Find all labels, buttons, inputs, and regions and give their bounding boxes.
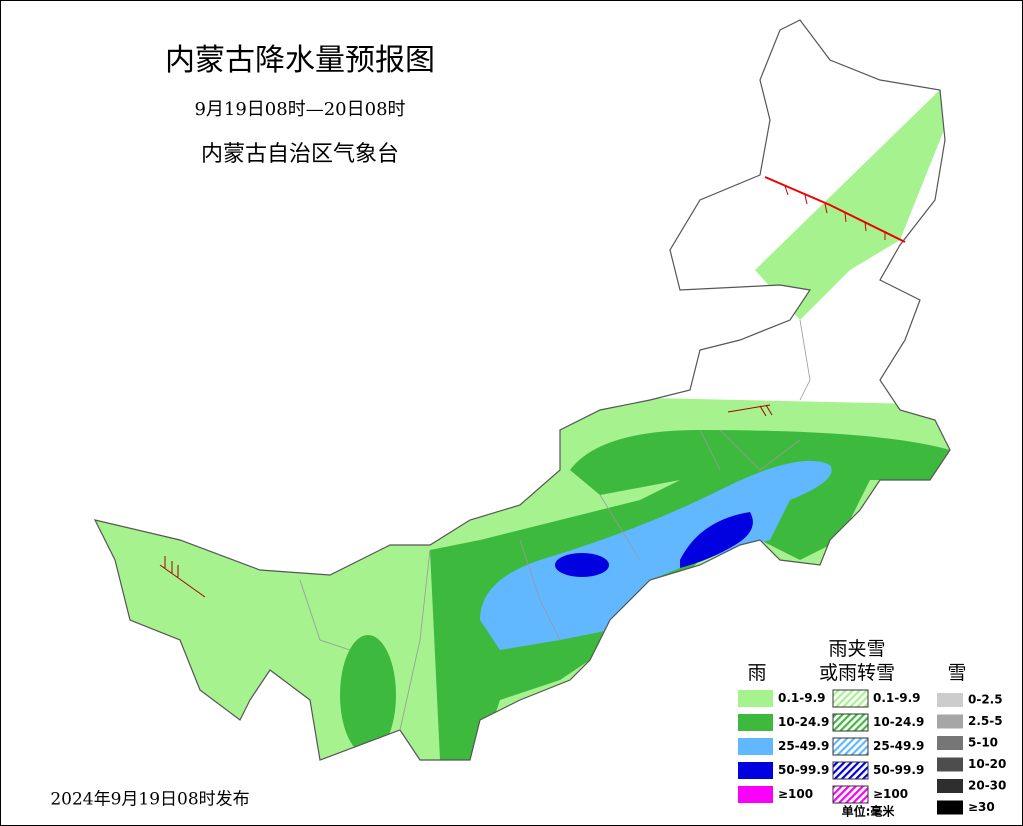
area-heavy-rain xyxy=(480,460,832,650)
legend-label: 20-30 xyxy=(968,779,1006,793)
legend-label: 25-49.9 xyxy=(873,739,924,753)
legend-label: 50-99.9 xyxy=(778,763,829,777)
area-moderate-rain xyxy=(430,430,950,760)
legend-swatch xyxy=(832,785,869,804)
legend-label: 10-24.9 xyxy=(778,715,829,729)
legend-label: ≥30 xyxy=(968,800,995,814)
legend-swatch xyxy=(738,762,773,779)
area-storm-2 xyxy=(680,512,753,568)
legend-swatch xyxy=(832,737,869,756)
legend: 0.1-9.9 10-24.9 25-49.9 50-99.9 ≥100 0.1-9.9 1… xyxy=(738,689,1006,815)
legend-swatch xyxy=(832,761,869,780)
area-moderate-rain-w xyxy=(340,635,396,755)
area-light-rain-ne xyxy=(755,80,950,320)
legend-title: 雨 xyxy=(747,662,766,684)
legend-label: ≥100 xyxy=(873,787,908,801)
legend-label: ≥100 xyxy=(778,787,813,801)
title: 内蒙古降水量预报图 xyxy=(165,43,435,78)
legend-swatch xyxy=(738,714,773,731)
legend-label: 10-20 xyxy=(968,757,1006,771)
legend-swatch xyxy=(937,800,963,815)
legend-label: 0-2.5 xyxy=(968,693,1003,707)
legend-swatch xyxy=(937,714,963,729)
unit: 单位:毫米 xyxy=(842,804,896,819)
legend-swatch xyxy=(937,779,963,793)
legend-swatch xyxy=(937,736,963,750)
period: 9月19日08时—20日08时 xyxy=(194,99,405,120)
issuer: 内蒙古自治区气象台 xyxy=(201,142,399,167)
area-storm xyxy=(555,553,609,577)
legend-label: 0.1-9.9 xyxy=(778,691,826,705)
legend-swatch xyxy=(738,690,773,707)
legend-label: 25-49.9 xyxy=(778,739,829,753)
legend-label: 10-24.9 xyxy=(873,715,924,729)
legend-swatch xyxy=(738,786,773,803)
legend-label: 5-10 xyxy=(968,736,998,750)
legend-swatch xyxy=(832,689,869,708)
legend-swatch xyxy=(937,757,963,772)
legend-swatch xyxy=(832,713,869,732)
city-borders xyxy=(299,319,811,731)
shear-ticks xyxy=(784,185,886,240)
legend-label: 0.1-9.9 xyxy=(873,691,921,705)
legend-title: 雪 xyxy=(947,662,966,684)
wind-marks xyxy=(159,404,773,598)
legend-label: 2.5-5 xyxy=(968,714,1003,728)
legend-title: 或雨转雪 xyxy=(819,662,895,684)
legend-swatch xyxy=(937,693,963,707)
legend-label: 50-99.9 xyxy=(873,763,924,777)
shear-line xyxy=(764,176,906,243)
release-time: 2024年9月19日08时发布 xyxy=(50,790,249,810)
legend-swatch xyxy=(738,738,773,755)
legend-title: 雨夹雪 xyxy=(828,638,885,660)
